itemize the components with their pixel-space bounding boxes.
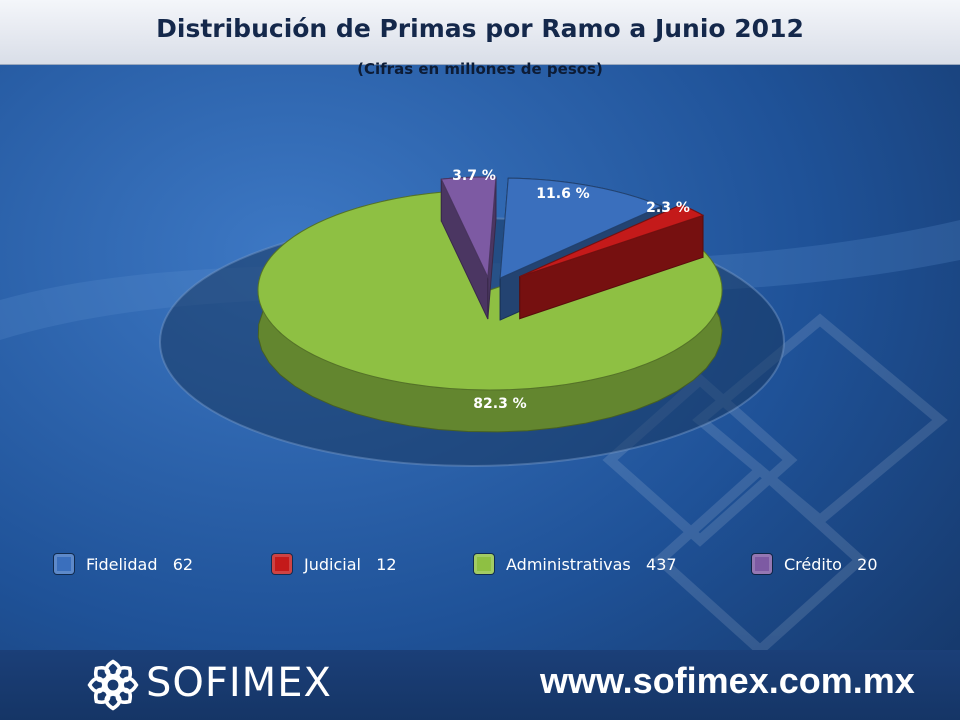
legend-label: Administrativas 437 <box>506 554 677 574</box>
chart-title: Distribución de Primas por Ramo a Junio … <box>156 14 804 43</box>
data-label-crdito: 3.7 % <box>452 168 496 184</box>
legend-item-fidelidad: Fidelidad 62 <box>54 554 193 574</box>
footer: SOFIMEX www.sofimex.com.mx <box>0 650 960 720</box>
legend-swatch <box>272 554 292 574</box>
sofimex-logo-icon <box>87 659 139 711</box>
legend-swatch <box>752 554 772 574</box>
legend-label: Crédito 20 <box>784 554 878 574</box>
brand-name: SOFIMEX <box>146 660 332 706</box>
legend-item-administrativas: Administrativas 437 <box>474 554 677 574</box>
legend-label: Judicial 12 <box>304 554 397 574</box>
title-band <box>0 0 960 65</box>
legend-swatch <box>54 554 74 574</box>
legend-item-credito: Crédito 20 <box>752 554 878 574</box>
data-label-administrativas: 82.3 % <box>473 396 526 412</box>
chart-subtitle: (Cifras en millones de pesos) <box>357 60 603 78</box>
data-label-judicial: 2.3 % <box>646 200 690 216</box>
legend-label: Fidelidad 62 <box>86 554 194 574</box>
legend-swatch <box>474 554 494 574</box>
pie-slice-crdito <box>440 176 497 320</box>
pie-slice-judicial <box>519 203 705 320</box>
website-link[interactable]: www.sofimex.com.mx <box>540 660 915 701</box>
data-label-fidelidad: 11.6 % <box>536 186 589 202</box>
legend-item-judicial: Judicial 12 <box>272 554 397 574</box>
legend: Fidelidad 62 Judicial 12 Administrativas… <box>0 554 960 580</box>
